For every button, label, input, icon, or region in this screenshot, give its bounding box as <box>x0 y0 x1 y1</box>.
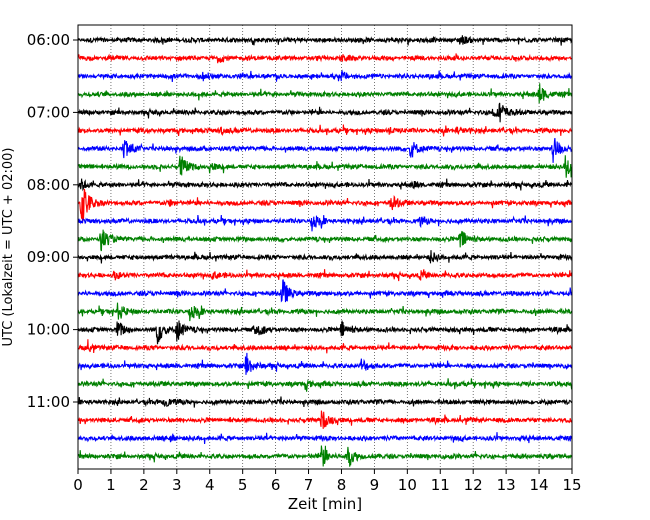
trace-row-07:00 <box>77 102 573 123</box>
trace-row-08:30 <box>77 214 573 232</box>
trace-row-08:15 <box>77 188 573 224</box>
x-tick-label-6: 6 <box>271 476 281 494</box>
x-tick-label-11: 11 <box>431 476 450 494</box>
trace-row-07:45 <box>77 155 573 178</box>
y-axis-label: UTC (Lokalzeit = UTC + 02:00) <box>1 148 16 347</box>
x-tick-label-4: 4 <box>205 476 215 494</box>
trace-row-11:15 <box>77 410 573 429</box>
x-tick-label-0: 0 <box>73 476 83 494</box>
trace-row-07:30 <box>77 138 573 163</box>
y-tick-label-07:00: 07:00 <box>27 103 70 121</box>
trace-row-09:45 <box>77 302 573 322</box>
trace-row-09:30 <box>77 279 573 303</box>
x-tick-label-2: 2 <box>139 476 149 494</box>
x-tick-label-15: 15 <box>562 476 581 494</box>
y-tick-label-11:00: 11:00 <box>27 393 70 411</box>
y-tick-label-10:00: 10:00 <box>27 321 70 339</box>
x-tick-label-5: 5 <box>238 476 248 494</box>
trace-row-10:00 <box>77 320 573 345</box>
trace-row-10:45 <box>77 378 573 392</box>
x-tick-label-7: 7 <box>304 476 314 494</box>
trace-row-07:15 <box>77 124 573 137</box>
trace-row-08:45 <box>77 229 573 252</box>
trace-row-10:30 <box>77 352 573 375</box>
y-tick-label-06:00: 06:00 <box>27 31 70 49</box>
trace-row-06:15 <box>77 53 572 64</box>
trace-row-06:45 <box>77 83 573 104</box>
trace-row-10:15 <box>77 339 573 354</box>
y-tick-label-08:00: 08:00 <box>27 176 70 194</box>
x-tick-label-13: 13 <box>497 476 516 494</box>
x-tick-label-12: 12 <box>464 476 483 494</box>
trace-group <box>77 35 573 467</box>
trace-row-09:15 <box>77 269 573 282</box>
x-axis-label: Zeit [min] <box>288 495 362 513</box>
trace-row-08:00 <box>77 178 573 192</box>
trace-row-09:00 <box>77 250 573 264</box>
x-tick-label-9: 9 <box>370 476 380 494</box>
trace-row-06:00 <box>77 35 573 46</box>
trace-row-11:45 <box>77 445 573 467</box>
x-tick-label-8: 8 <box>337 476 347 494</box>
x-tick-label-3: 3 <box>172 476 182 494</box>
trace-row-11:00 <box>77 396 573 408</box>
trace-row-11:30 <box>77 432 573 445</box>
x-tick-label-10: 10 <box>398 476 417 494</box>
trace-row-06:30 <box>77 69 573 83</box>
y-tick-label-09:00: 09:00 <box>27 248 70 266</box>
plot-frame <box>77 24 573 470</box>
x-tick-label-1: 1 <box>106 476 116 494</box>
y-axis-ticks: 06:00 07:00 08:00 09:00 10:00 11:00 <box>27 31 78 411</box>
x-tick-label-14: 14 <box>530 476 549 494</box>
x-axis-ticks: 0 1 2 3 4 5 6 7 8 9 10 11 12 13 14 15 <box>73 469 582 494</box>
